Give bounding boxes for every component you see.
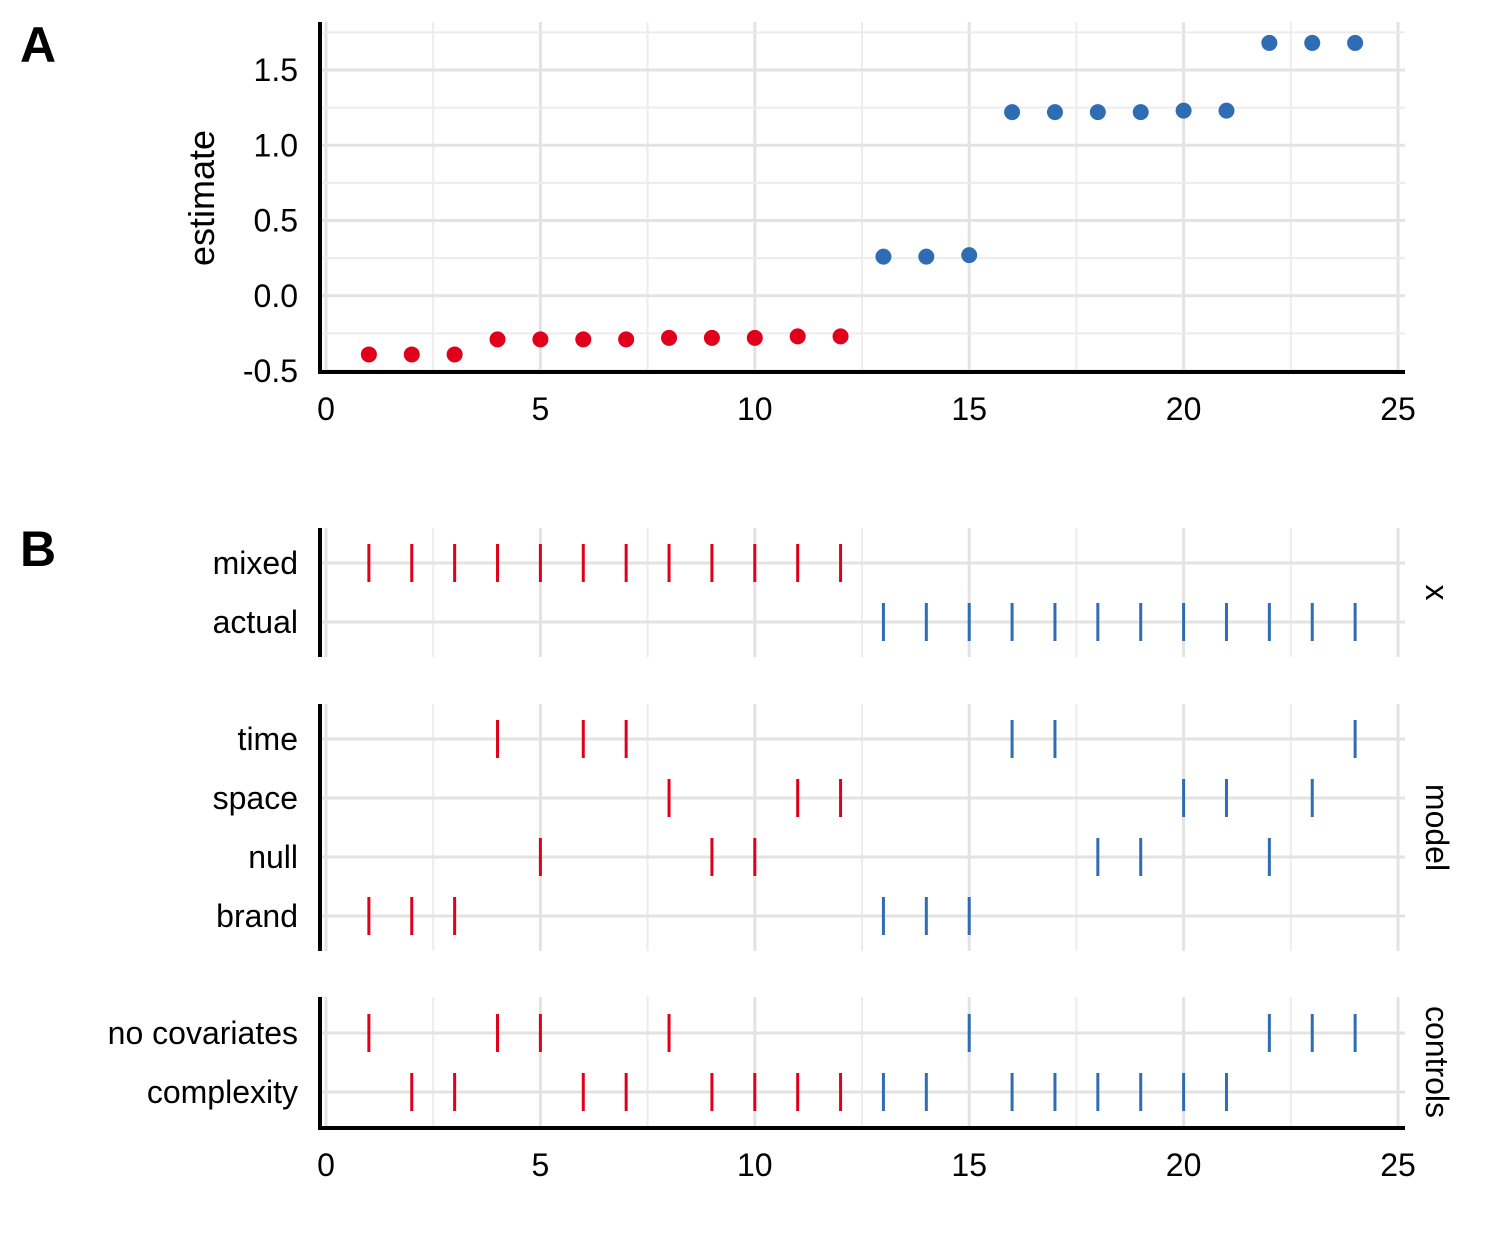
estimate-point	[875, 248, 892, 265]
estimate-point	[575, 331, 592, 348]
category-label: complexity	[147, 1074, 298, 1110]
category-label: space	[213, 780, 298, 816]
estimate-point	[403, 346, 420, 363]
estimate-point	[489, 331, 506, 348]
estimate-point	[789, 328, 806, 345]
x-tick-label: 10	[737, 1147, 773, 1183]
estimate-point	[1261, 34, 1278, 51]
estimate-point	[1175, 102, 1192, 119]
estimate-point	[703, 329, 720, 346]
category-label: mixed	[213, 545, 298, 581]
panel-a-grid	[322, 22, 1405, 373]
panel-label-a: A	[20, 17, 56, 73]
category-label: brand	[216, 898, 298, 934]
panel-label-b: B	[20, 521, 56, 577]
x-tick-label: 20	[1166, 1147, 1202, 1183]
x-tick-label: 15	[951, 391, 987, 427]
x-tick-label: 0	[317, 391, 335, 427]
estimate-point	[1004, 104, 1021, 121]
x-tick-label: 10	[737, 391, 773, 427]
x-tick-label: 0	[317, 1147, 335, 1183]
estimate-point	[832, 328, 849, 345]
facet-label: model	[1419, 784, 1455, 871]
y-tick-label: -0.5	[243, 353, 298, 389]
estimate-point	[446, 346, 463, 363]
facet-label: controls	[1419, 1006, 1455, 1118]
facet-controls: no covariates complexity controls	[108, 997, 1455, 1127]
estimate-point	[661, 329, 678, 346]
estimate-point	[1046, 104, 1063, 121]
specification-panel: mixed actual x time space null brand model no co…	[108, 528, 1455, 1183]
x-tick-label: 15	[951, 1147, 987, 1183]
estimate-point	[360, 346, 377, 363]
x-tick-label: 25	[1380, 391, 1416, 427]
estimate-points	[360, 34, 1364, 363]
x-axis-ticks-a: 0 5 10 15 20 25	[317, 391, 1416, 427]
x-tick-label: 5	[532, 1147, 550, 1183]
category-label: null	[248, 839, 298, 875]
estimate-point	[532, 331, 549, 348]
y-axis-title: estimate	[181, 130, 222, 266]
y-tick-label: 0.0	[254, 278, 298, 314]
x-axis-ticks-b: 0 5 10 15 20 25	[317, 1126, 1416, 1183]
category-label: actual	[213, 604, 298, 640]
estimate-point	[1347, 34, 1364, 51]
estimate-scatter-panel: estimate -0.5 0.0 0.5 1.0 1.5 0 5 10 15 20 25	[181, 22, 1416, 427]
estimate-point	[918, 248, 935, 265]
facet-x: mixed actual x	[213, 528, 1455, 657]
estimate-point	[746, 329, 763, 346]
category-label: no covariates	[108, 1015, 298, 1051]
category-label: time	[238, 721, 298, 757]
y-tick-label: 1.5	[254, 52, 298, 88]
estimate-point	[1218, 102, 1235, 119]
estimate-point	[1132, 104, 1149, 121]
estimate-point	[961, 247, 978, 264]
estimate-point	[1304, 34, 1321, 51]
facet-model: time space null brand model	[213, 704, 1455, 951]
y-axis-ticks: -0.5 0.0 0.5 1.0 1.5	[243, 52, 298, 389]
x-tick-label: 25	[1380, 1147, 1416, 1183]
y-tick-label: 0.5	[254, 203, 298, 239]
x-tick-label: 5	[532, 391, 550, 427]
facet-label: x	[1419, 585, 1455, 601]
y-tick-label: 1.0	[254, 127, 298, 163]
panel-a-axes	[318, 22, 1405, 374]
specification-facets: mixed actual x time space null brand model no co…	[108, 528, 1455, 1127]
x-tick-label: 20	[1166, 391, 1202, 427]
estimate-point	[618, 331, 635, 348]
estimate-point	[1089, 104, 1106, 121]
